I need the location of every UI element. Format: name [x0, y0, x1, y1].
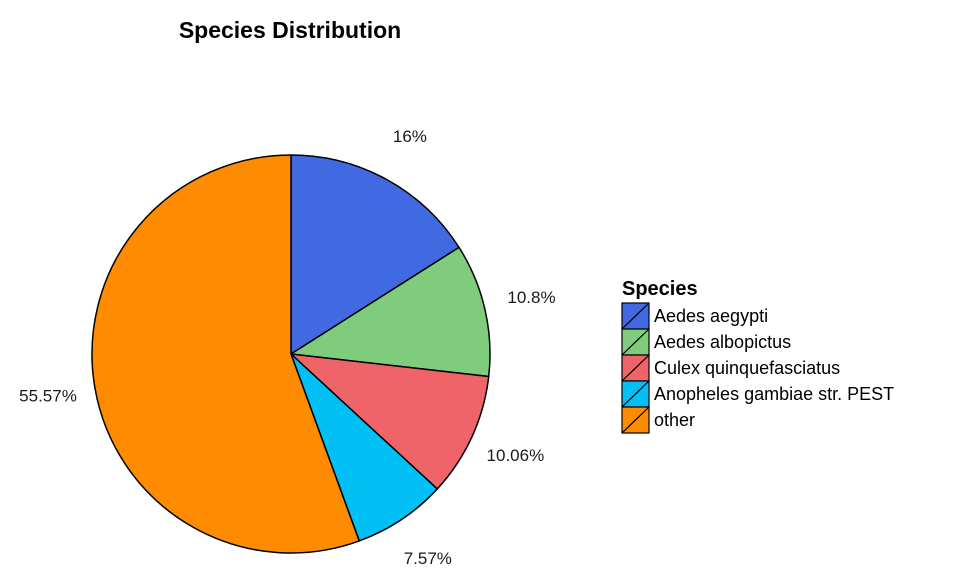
- percentage-labels: 16% 10.8% 10.06% 7.57% 55.57%: [19, 127, 555, 568]
- legend-item-culex-quinquefasciatus: Culex quinquefasciatus: [621, 354, 840, 382]
- pct-label-aedes-albopictus: 10.8%: [507, 288, 555, 307]
- legend: Species Aedes aegypti Aedes albopictus Cul…: [621, 278, 894, 434]
- pie-slices: [91, 154, 491, 554]
- legend-items: Aedes aegypti Aedes albopictus Culex quinq…: [621, 302, 894, 434]
- pct-label-other: 55.57%: [19, 386, 77, 405]
- pct-label-culex-quinquefasciatus: 10.06%: [487, 446, 545, 465]
- legend-item-aedes-aegypti: Aedes aegypti: [621, 302, 768, 330]
- pie-slice-culex-quinquefasciatus: [290, 353, 490, 490]
- legend-item-aedes-albopictus: Aedes albopictus: [621, 328, 791, 356]
- pie-slice-aedes-albopictus: [290, 246, 491, 378]
- legend-swatch-diagonal: [621, 354, 650, 382]
- legend-label-other: other: [654, 410, 695, 430]
- legend-item-other: other: [621, 406, 695, 434]
- pct-label-anopheles-gambiae-str-pest: 7.57%: [404, 549, 452, 568]
- legend-item-anopheles-gambiae-str-pest: Anopheles gambiae str. PEST: [621, 380, 894, 408]
- legend-label-aedes-albopictus: Aedes albopictus: [654, 332, 791, 352]
- pie-slice-other: [91, 154, 360, 554]
- legend-swatch-diagonal: [621, 328, 650, 356]
- legend-swatch-diagonal: [621, 406, 650, 434]
- pct-label-aedes-aegypti: 16%: [393, 127, 427, 146]
- legend-label-anopheles-gambiae-str-pest: Anopheles gambiae str. PEST: [654, 384, 894, 404]
- legend-title: Species: [622, 278, 698, 300]
- legend-swatch-diagonal: [621, 380, 650, 408]
- legend-swatch-diagonal: [621, 302, 650, 330]
- pie-slice-aedes-aegypti: [290, 154, 460, 355]
- chart-title: Species Distribution: [179, 17, 401, 43]
- legend-label-culex-quinquefasciatus: Culex quinquefasciatus: [654, 358, 840, 378]
- pie-slice-anopheles-gambiae-str-pest: [290, 353, 439, 542]
- legend-label-aedes-aegypti: Aedes aegypti: [654, 306, 768, 326]
